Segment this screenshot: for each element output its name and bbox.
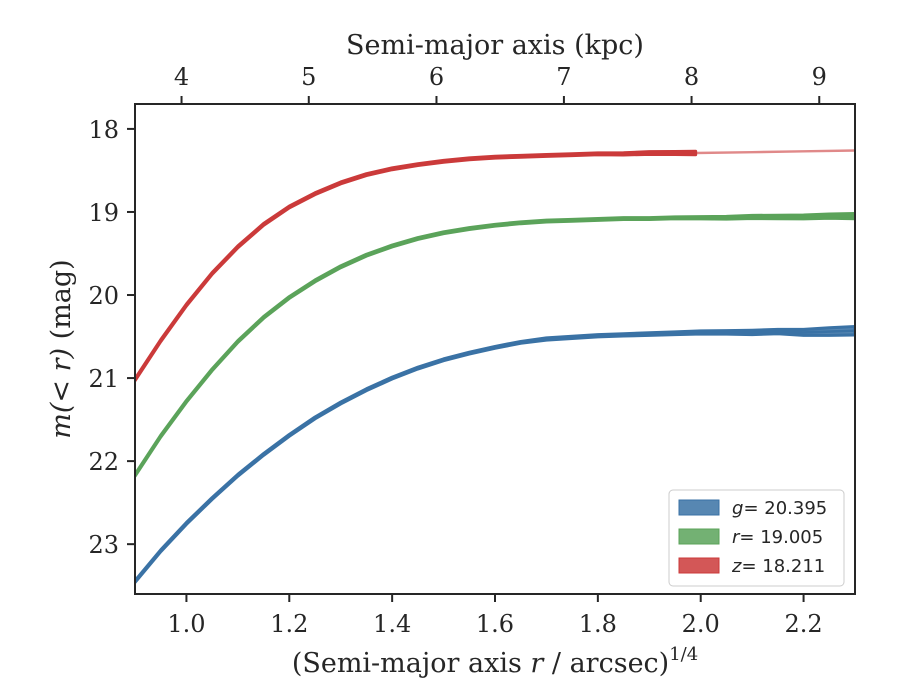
top-x-tick-label: 4 xyxy=(174,63,189,91)
x-tick-label: 2.2 xyxy=(784,610,822,638)
series-z xyxy=(135,149,855,383)
legend-item-r: r= 19.005 xyxy=(678,527,823,548)
y-tick-label: 22 xyxy=(88,448,119,476)
series-g-line xyxy=(135,329,855,583)
legend-swatch xyxy=(678,557,720,574)
legend-swatch xyxy=(678,528,720,545)
y-tick-label: 18 xyxy=(88,116,119,144)
series-z-extension xyxy=(695,149,855,155)
legend-label: r= 19.005 xyxy=(732,527,823,548)
legend-label: g= 20.395 xyxy=(732,498,827,519)
y-tick-label: 21 xyxy=(88,365,119,393)
top-x-tick-label: 7 xyxy=(556,63,571,91)
y-axis-title: m(< r) (mag) xyxy=(46,259,77,438)
x-tick-label: 1.0 xyxy=(167,610,205,638)
series-g xyxy=(135,324,855,584)
series-r xyxy=(135,212,855,478)
top-x-axis: 4 5 6 7 8 9 xyxy=(174,63,827,104)
top-x-tick-label: 8 xyxy=(684,63,699,91)
x-axis-title: (Semi-major axis r / arcsec)1/4 xyxy=(292,644,698,679)
x-tick-label: 1.8 xyxy=(579,610,617,638)
y-tick-label: 19 xyxy=(88,199,119,227)
series-layer xyxy=(135,149,855,584)
series-r-line xyxy=(135,214,855,476)
top-x-tick-label: 9 xyxy=(812,63,827,91)
legend-label: z= 18.211 xyxy=(731,556,825,577)
x-tick-label: 1.4 xyxy=(373,610,411,638)
legend: g= 20.395 r= 19.005 z= 18.211 xyxy=(668,489,845,587)
top-x-tick-label: 6 xyxy=(429,63,444,91)
legend-swatch xyxy=(678,499,720,516)
top-x-axis-title: Semi-major axis (kpc) xyxy=(346,30,644,61)
y-axis: 18 19 20 21 22 23 xyxy=(88,116,135,559)
x-tick-label: 1.2 xyxy=(270,610,308,638)
legend-item-g: g= 20.395 xyxy=(678,498,827,519)
legend-item-z: z= 18.211 xyxy=(678,556,825,577)
bottom-x-axis: 1.0 1.2 1.4 1.6 1.8 2.0 2.2 xyxy=(167,594,823,638)
x-tick-label: 1.6 xyxy=(476,610,514,638)
y-tick-label: 20 xyxy=(88,282,119,310)
y-tick-label: 23 xyxy=(88,531,119,559)
top-x-tick-label: 5 xyxy=(301,63,316,91)
x-tick-label: 2.0 xyxy=(682,610,720,638)
series-z-line xyxy=(135,151,696,381)
